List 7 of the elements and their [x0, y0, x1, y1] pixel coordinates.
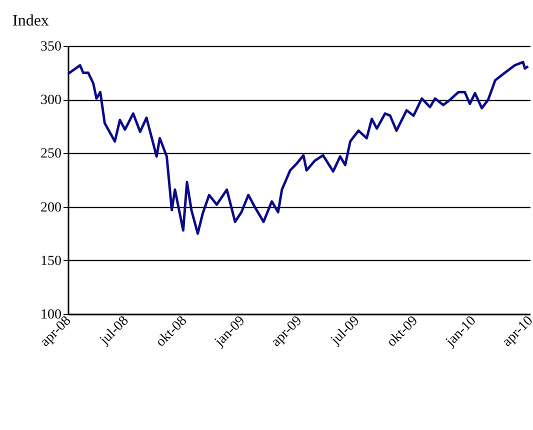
- y-tick-label: 150: [40, 254, 62, 269]
- y-tick-label: 350: [40, 40, 62, 54]
- y-axis-title: Index: [12, 12, 49, 30]
- line-series: [66, 60, 530, 235]
- y-tick-label: 250: [40, 146, 62, 162]
- y-tick-label: 200: [40, 200, 62, 216]
- y-tick-label: 300: [40, 93, 62, 108]
